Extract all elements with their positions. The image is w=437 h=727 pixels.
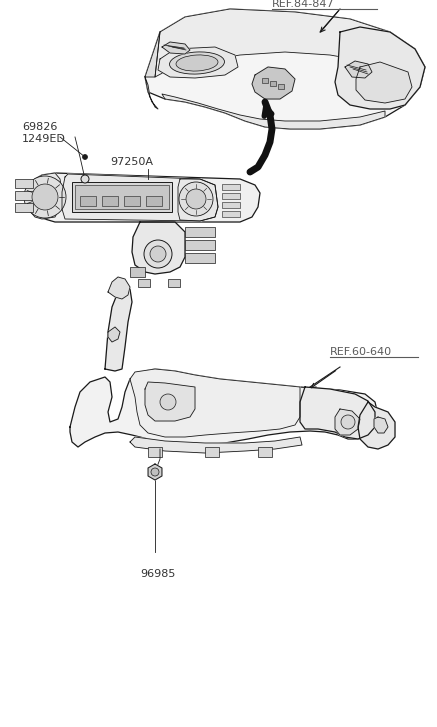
Circle shape <box>179 182 213 216</box>
Polygon shape <box>70 369 378 447</box>
Text: 97250A: 97250A <box>110 157 153 167</box>
Polygon shape <box>145 9 425 129</box>
Bar <box>185 240 215 250</box>
Ellipse shape <box>170 52 225 74</box>
Polygon shape <box>62 174 218 221</box>
Polygon shape <box>158 47 238 78</box>
Bar <box>222 184 240 190</box>
Bar <box>222 193 240 199</box>
Bar <box>185 253 215 263</box>
Bar <box>278 84 284 89</box>
Text: REF.84-847: REF.84-847 <box>272 0 335 9</box>
Circle shape <box>151 468 159 476</box>
Polygon shape <box>145 32 160 77</box>
Bar <box>185 227 215 237</box>
Bar <box>146 196 162 206</box>
Circle shape <box>341 415 355 429</box>
Bar <box>72 182 172 212</box>
Polygon shape <box>374 417 388 433</box>
Polygon shape <box>108 327 120 342</box>
Bar <box>205 447 219 457</box>
Text: 96985: 96985 <box>140 569 175 579</box>
Bar <box>80 196 96 206</box>
Bar <box>270 81 276 86</box>
Bar <box>262 78 268 83</box>
Bar <box>138 279 150 287</box>
Ellipse shape <box>176 55 218 71</box>
Polygon shape <box>252 67 295 99</box>
Polygon shape <box>345 61 372 78</box>
Polygon shape <box>108 277 130 299</box>
Polygon shape <box>28 173 260 222</box>
Bar <box>168 279 180 287</box>
Circle shape <box>144 240 172 268</box>
Bar <box>15 179 33 188</box>
Polygon shape <box>178 179 218 221</box>
Polygon shape <box>130 369 300 437</box>
Circle shape <box>160 394 176 410</box>
Bar <box>75 185 169 209</box>
Text: 69826: 69826 <box>22 122 57 132</box>
Bar <box>15 203 33 212</box>
Polygon shape <box>145 382 195 421</box>
Polygon shape <box>132 222 185 274</box>
Circle shape <box>186 189 206 209</box>
Polygon shape <box>162 42 190 54</box>
Polygon shape <box>300 387 375 439</box>
Bar <box>15 191 33 200</box>
Polygon shape <box>148 464 162 480</box>
Bar <box>222 211 240 217</box>
Bar <box>124 196 140 206</box>
Polygon shape <box>28 173 62 219</box>
Circle shape <box>150 246 166 262</box>
Bar <box>222 202 240 208</box>
Polygon shape <box>335 27 425 109</box>
Circle shape <box>81 175 89 183</box>
Bar <box>258 447 272 457</box>
Polygon shape <box>356 62 412 103</box>
Polygon shape <box>130 437 302 453</box>
Circle shape <box>32 184 58 210</box>
Text: 1249ED: 1249ED <box>22 134 66 144</box>
Polygon shape <box>145 77 158 109</box>
Polygon shape <box>335 409 360 435</box>
Bar <box>130 267 145 277</box>
Circle shape <box>83 155 87 159</box>
Polygon shape <box>155 9 420 77</box>
Polygon shape <box>358 402 395 449</box>
Bar <box>148 447 162 457</box>
Polygon shape <box>162 94 385 129</box>
Polygon shape <box>105 287 132 371</box>
Text: REF.60-640: REF.60-640 <box>330 347 392 357</box>
Circle shape <box>24 176 66 218</box>
Bar <box>102 196 118 206</box>
